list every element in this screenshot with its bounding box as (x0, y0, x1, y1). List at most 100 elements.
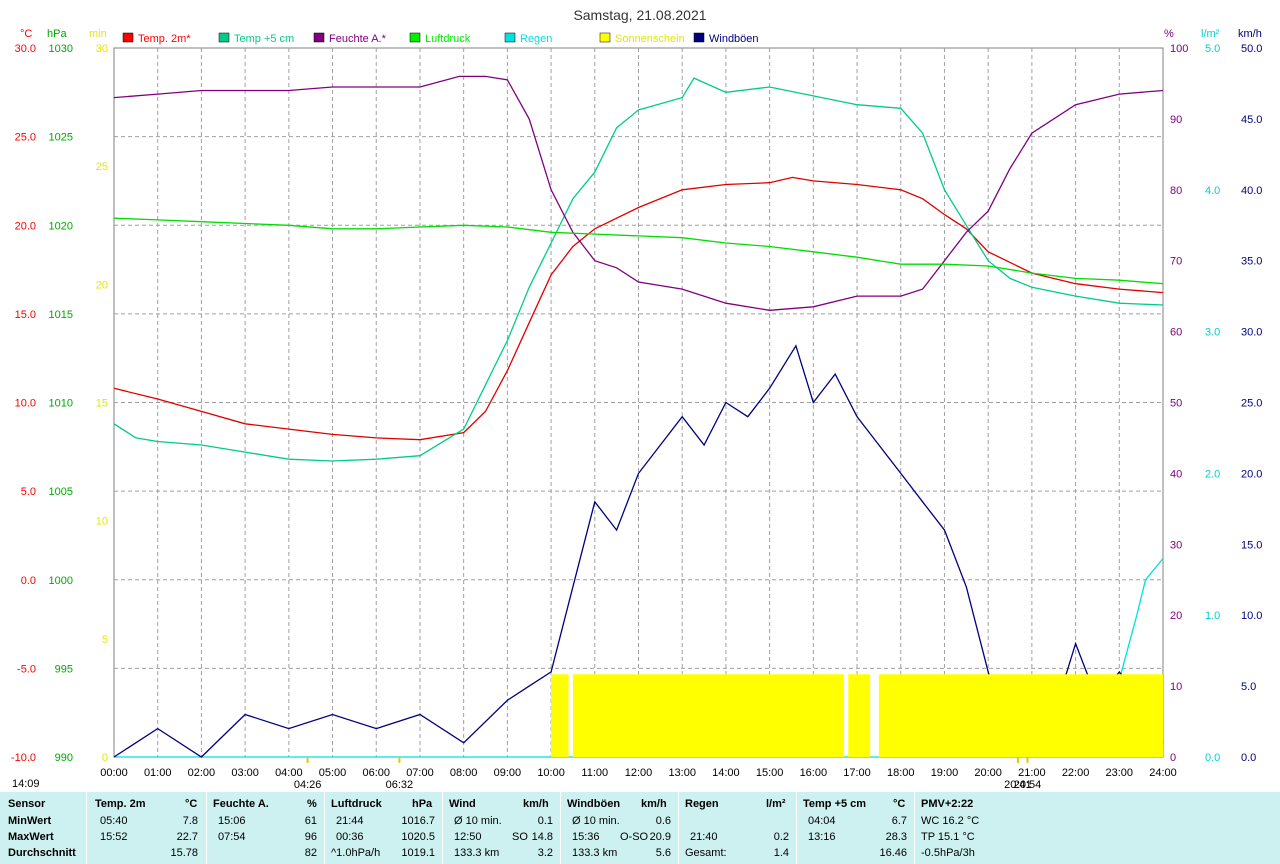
pressure-tick-label: 1000 (49, 575, 73, 587)
chart-title: Samstag, 21.08.2021 (573, 7, 706, 23)
wind-tick-label: 45.0 (1241, 114, 1262, 126)
x-tick-label: 21:00 (1018, 767, 1046, 779)
header-windboeen-unit: km/h (641, 798, 667, 810)
sun-marker-label: 04:26 (294, 779, 322, 791)
wind-tick-label: 15.0 (1241, 539, 1262, 551)
legend-label: Feuchte A.* (329, 33, 387, 45)
legend-swatch (504, 32, 516, 43)
wind-min-label: Ø 10 min. (454, 815, 502, 827)
x-tick-label: 19:00 (931, 767, 959, 779)
sunshine-bar (878, 674, 1163, 757)
legend-label: Temp. 2m* (138, 33, 191, 45)
windboeen-avg: 5.6 (655, 847, 671, 859)
header-feuchte: Feuchte A. (213, 798, 269, 810)
header-regen-unit: l/m² (766, 798, 786, 810)
sunshine-bar (835, 674, 844, 757)
pmv-dewpoint: TP 15.1 °C (921, 831, 975, 843)
rain-tick-label: 4.0 (1205, 185, 1220, 197)
x-tick-label: 18:00 (887, 767, 915, 779)
humidity-unit: % (1164, 28, 1174, 40)
regen-total: 1.4 (773, 847, 789, 859)
x-tick-label: 16:00 (800, 767, 828, 779)
regen-max-time: 21:40 (690, 831, 718, 843)
x-tick-label: 08:00 (450, 767, 478, 779)
humidity-tick-label: 20 (1170, 610, 1182, 622)
wind-tick-label: 35.0 (1241, 256, 1262, 268)
wind-max-time: 12:50 (454, 831, 482, 843)
legend-swatch (313, 32, 325, 43)
row-label-max: MaxWert (8, 831, 54, 843)
pmv-pressure-trend: -0.5hPa/3h (921, 847, 975, 859)
grid (113, 47, 1164, 758)
humidity-tick-label: 80 (1170, 185, 1182, 197)
pressure-tick-label: 1015 (49, 309, 73, 321)
row-label-min: MinWert (8, 815, 52, 827)
x-tick-label: 05:00 (319, 767, 347, 779)
temp2m-avg: 15.78 (170, 847, 198, 859)
sun-marker-label: 20:41 (1004, 779, 1032, 791)
sunshine-bar (848, 674, 871, 757)
sun-marker-label: 20:54 (1014, 779, 1042, 791)
temp5-max-time: 13:16 (808, 831, 836, 843)
windboeen-max-time: 15:36 (572, 831, 600, 843)
x-tick-label: 06:00 (362, 767, 390, 779)
luftdruck-max: 1020.5 (401, 831, 435, 843)
luftdruck-avg: 1019.1 (401, 847, 435, 859)
series-line (113, 75, 1164, 311)
regen-total-label: Gesamt: (685, 847, 727, 859)
legend-label: Regen (520, 33, 552, 45)
pressure-unit: hPa (47, 28, 67, 40)
humidity-tick-label: 70 (1170, 256, 1182, 268)
temp2m-max-time: 15:52 (100, 831, 128, 843)
x-tick-label: 13:00 (668, 767, 696, 779)
series-line (113, 77, 1164, 462)
x-tick-label: 00:00 (100, 767, 128, 779)
rain-tick-label: 2.0 (1205, 468, 1220, 480)
temp2m-min-time: 05:40 (100, 815, 128, 827)
header-feuchte-unit: % (307, 798, 317, 810)
pressure-tick-label: 1020 (49, 220, 73, 232)
feuchte-min: 61 (304, 815, 317, 827)
temp-tick-label: -5.0 (17, 663, 36, 675)
windboeen-max-dir: O-SO (620, 831, 649, 843)
humidity-tick-label: 10 (1170, 681, 1182, 693)
wind-max-dir: SO (512, 831, 528, 843)
wind-min: 0.1 (537, 815, 553, 827)
legend-swatch (599, 32, 611, 43)
feuchte-min-time: 15:06 (218, 815, 246, 827)
sun-tick-label: 0 (102, 752, 108, 764)
legend: Temp. 2m* Temp +5 cm Feuchte A.* Luftdruck R… (122, 32, 759, 45)
axis-labels: 30.025.020.015.010.05.00.0-5.0-10.010301… (11, 43, 1263, 779)
pressure-tick-label: 1030 (49, 43, 73, 55)
header-wind: Wind (449, 798, 476, 810)
rain-tick-label: 0.0 (1205, 752, 1220, 764)
rain-tick-label: 3.0 (1205, 327, 1220, 339)
x-tick-label: 09:00 (494, 767, 522, 779)
x-tick-label: 12:00 (625, 767, 653, 779)
temp-tick-label: 10.0 (15, 398, 36, 410)
x-tick-label: 11:00 (581, 767, 608, 779)
feuchte-max: 96 (304, 831, 317, 843)
x-tick-label: 14:00 (712, 767, 740, 779)
wind-tick-label: 25.0 (1241, 398, 1262, 410)
sun-tick-label: 25 (96, 161, 108, 173)
pressure-tick-label: 995 (55, 663, 73, 675)
stats-table: Sensor MinWert MaxWert Durchschnitt Temp… (0, 792, 1280, 864)
x-tick-label: 01:00 (144, 767, 172, 779)
humidity-tick-label: 100 (1170, 43, 1188, 55)
x-tick-label: 04:00 (275, 767, 303, 779)
humidity-tick-label: 50 (1170, 398, 1182, 410)
feuchte-avg: 82 (304, 847, 317, 859)
wind-avg: 3.2 (537, 847, 553, 859)
humidity-tick-label: 60 (1170, 327, 1182, 339)
temp5-min: 6.7 (891, 815, 907, 827)
wind-tick-label: 10.0 (1241, 610, 1262, 622)
pressure-tick-label: 1025 (49, 132, 73, 144)
luftdruck-max-time: 00:36 (336, 831, 364, 843)
wind-distance: 133.3 km (454, 847, 500, 859)
header-luftdruck: Luftdruck (331, 798, 382, 810)
temp5-max: 28.3 (885, 831, 907, 843)
corner-time-label: 14:09 (12, 778, 40, 790)
sun-marker-label: 06:32 (386, 779, 414, 791)
legend-swatch (122, 32, 134, 43)
